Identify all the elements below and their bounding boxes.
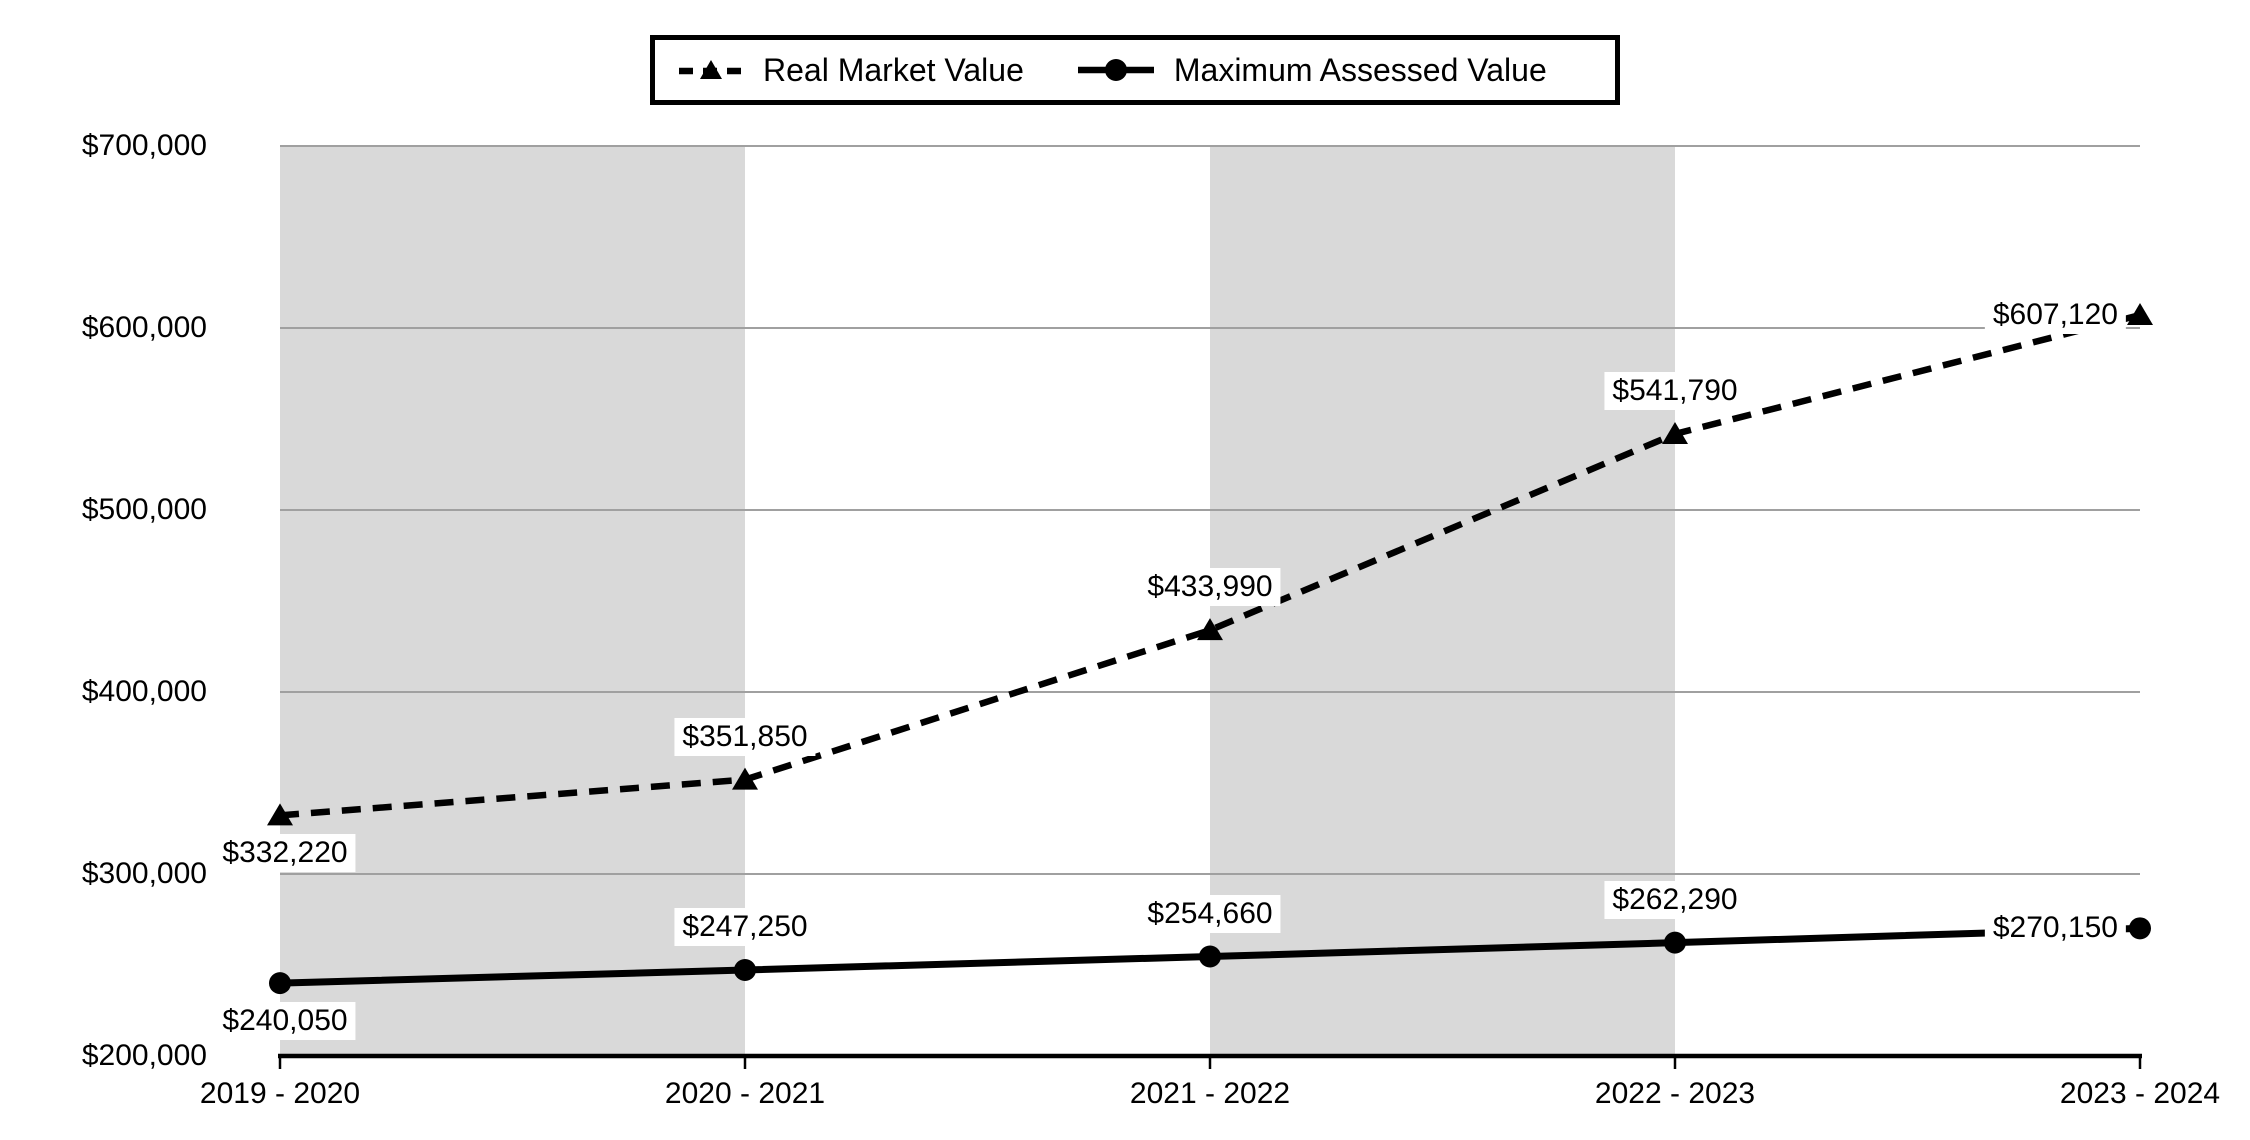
circle-marker (269, 972, 291, 995)
legend-label-real-market-value: Real Market Value (763, 51, 1024, 88)
x-axis-tick-label: 2023 - 2024 (2059, 1077, 2221, 1110)
legend: Real Market Value Maximum Assessed Value (650, 35, 1620, 105)
solid-line-circle-marker-icon (1077, 59, 1154, 81)
triangle-marker (1197, 618, 1223, 641)
legend-label-maximum-assessed-value: Maximum Assessed Value (1173, 51, 1547, 88)
y-axis-tick-label: $300,000 (81, 857, 207, 890)
legend-item-maximum-assessed-value: Maximum Assessed Value (1076, 52, 1547, 89)
x-axis-tick-label: 2022 - 2023 (1594, 1077, 1756, 1110)
x-axis-tick-label: 2020 - 2021 (664, 1077, 826, 1110)
data-label: $262,290 (1604, 880, 1746, 919)
triangle-marker (267, 803, 293, 826)
x-axis-tick-label: 2019 - 2020 (199, 1077, 361, 1110)
data-label: $332,220 (214, 834, 356, 873)
data-label: $607,120 (1984, 296, 2126, 335)
data-label: $541,790 (1604, 371, 1746, 410)
data-label: $351,850 (674, 717, 816, 756)
series-line-real-market-value (279, 311, 2141, 819)
data-label: $254,660 (1139, 894, 1281, 933)
triangle-marker (2127, 303, 2153, 326)
y-axis-tick-label: $500,000 (81, 493, 207, 526)
data-label: $270,150 (1984, 909, 2126, 948)
y-axis-tick-label: $600,000 (81, 311, 207, 344)
data-label: $247,250 (674, 908, 816, 946)
y-axis-tick-label: $700,000 (81, 129, 207, 162)
triangle-marker (732, 767, 758, 790)
circle-marker (734, 959, 756, 982)
x-axis-tick-label: 2021 - 2022 (1129, 1077, 1291, 1110)
triangle-marker (1662, 421, 1688, 444)
legend-item-real-market-value: Real Market Value (677, 52, 1024, 89)
dashed-line-triangle-marker-icon (679, 60, 743, 79)
data-label: $433,990 (1139, 568, 1281, 607)
data-label: $240,050 (214, 1002, 356, 1041)
circle-marker (1664, 931, 1686, 954)
y-axis-tick-label: $400,000 (81, 675, 207, 708)
circle-marker (2129, 917, 2151, 940)
circle-marker (1199, 945, 1221, 968)
column-shading-band (280, 146, 745, 1056)
column-shading-band (1210, 146, 1675, 1056)
y-axis-tick-label: $200,000 (81, 1039, 207, 1072)
